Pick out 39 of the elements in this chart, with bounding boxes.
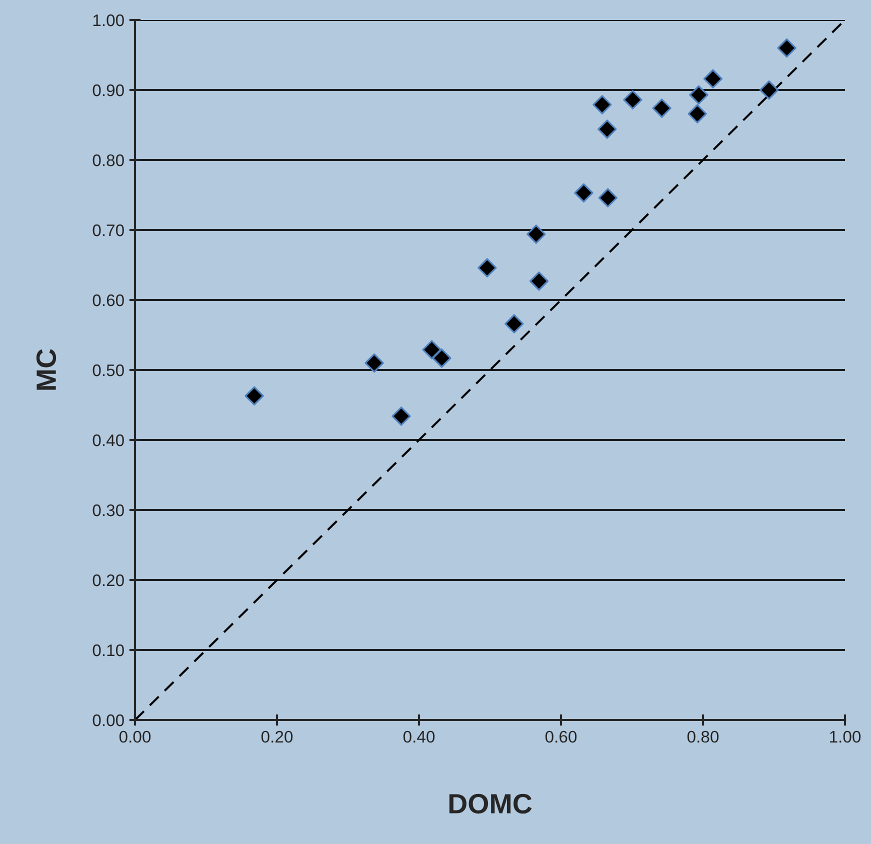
- point: [364, 353, 384, 373]
- x-tick-label: 1.00: [830, 730, 861, 743]
- y-tick-label: 1.00: [93, 14, 124, 26]
- point: [689, 85, 708, 105]
- point: [432, 348, 452, 368]
- x-axis-title: DOMC: [449, 794, 532, 814]
- point: [526, 224, 546, 244]
- point: [688, 104, 707, 124]
- x-tick-label: 0.40: [403, 730, 435, 743]
- point: [592, 95, 612, 114]
- point: [244, 386, 264, 406]
- point: [652, 98, 672, 118]
- point: [504, 314, 524, 334]
- x-tick-label: 0.20: [261, 730, 293, 743]
- point: [478, 258, 497, 278]
- x-tick-label: 0.80: [687, 730, 719, 743]
- point: [598, 188, 618, 208]
- point: [392, 406, 411, 426]
- y-tick-label: 0.50: [92, 364, 124, 376]
- y-tick-label: 0.00: [92, 714, 124, 726]
- point: [574, 183, 594, 203]
- y-tick-label: 0.30: [92, 504, 124, 516]
- y-tick-label: 0.10: [92, 644, 124, 656]
- y-tick-label: 0.60: [92, 294, 124, 306]
- point: [598, 120, 617, 139]
- y-tick-label: 0.70: [92, 224, 124, 236]
- point: [623, 90, 642, 110]
- y-tick-label: 0.80: [92, 154, 124, 166]
- y-tick-label: 0.40: [92, 434, 124, 446]
- y-tick-label: 0.20: [92, 574, 124, 586]
- x-tick-label: 0.00: [119, 730, 151, 743]
- point: [759, 80, 779, 100]
- point: [777, 38, 796, 58]
- x-tick-label: 0.60: [545, 730, 577, 743]
- y-tick-label: 0.90: [92, 84, 124, 96]
- y-axis-title: MC: [36, 349, 56, 390]
- point: [422, 340, 442, 360]
- point: [529, 271, 549, 291]
- point: [703, 69, 723, 88]
